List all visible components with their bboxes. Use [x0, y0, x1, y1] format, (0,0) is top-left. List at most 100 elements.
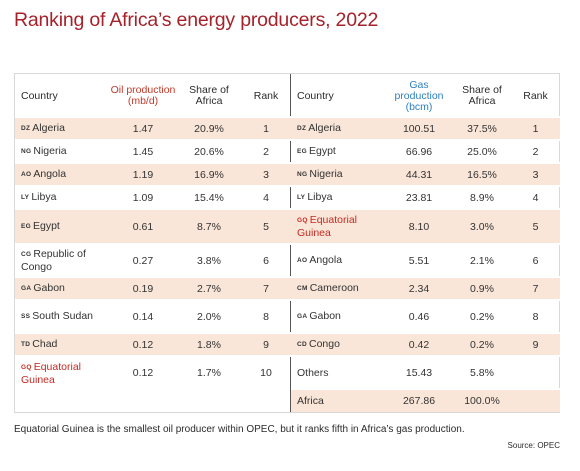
gas-share-cell: 8.9%	[453, 185, 511, 209]
oil-table-body: DZ Algeria 1.47 20.9% 1 NG Nigeria 1.45 20.6% 2 AO…	[15, 116, 291, 389]
oil-table-header: Country Oil production (mb/d) Share of A…	[15, 74, 291, 117]
gas-rank-cell: 9	[511, 332, 560, 356]
oil-rank-cell: 9	[241, 332, 291, 356]
oil-header-production: Oil production (mb/d)	[110, 84, 176, 107]
table-row: GA Gabon 0.46 0.2% 8	[291, 299, 560, 333]
gas-value-cell: 5.51	[385, 243, 453, 277]
oil-value-cell: 0.14	[109, 299, 177, 333]
gas-value-cell: 23.81	[385, 185, 453, 209]
table-row: AO Angola 5.51 2.1% 6	[291, 243, 560, 277]
country-code: DZ	[297, 125, 307, 132]
gas-rank-cell	[511, 355, 560, 389]
country-name: Algeria	[32, 122, 65, 134]
country-name: Equatorial Guinea	[297, 214, 357, 239]
table-row: CM Cameroon 2.34 0.9% 7	[291, 276, 560, 300]
oil-value-cell: 1.45	[109, 139, 177, 163]
country-code: EG	[297, 148, 307, 155]
gas-value-cell: 2.34	[385, 276, 453, 300]
country-code: CG	[21, 251, 32, 258]
country-name: Gabon	[309, 310, 341, 322]
table-row: LY Libya 23.81 8.9% 4	[291, 185, 560, 209]
oil-country-cell: EG Egypt	[15, 208, 109, 244]
table-row: EG Egypt 66.96 25.0% 2	[291, 139, 560, 163]
gas-rank-cell: 2	[511, 139, 560, 163]
gas-rank-cell: 6	[511, 243, 560, 277]
oil-rank-cell: 6	[241, 243, 291, 277]
oil-value-cell: 0.19	[109, 276, 177, 300]
country-name: Nigeria	[309, 168, 343, 180]
oil-share-cell: 3.8%	[177, 243, 241, 277]
gas-country-cell: NG Nigeria	[291, 162, 385, 186]
table-row: GQ Equatorial Guinea 0.12 1.7% 10	[15, 355, 291, 389]
oil-value-cell: 1.09	[109, 185, 177, 209]
gas-share-cell: 2.1%	[453, 243, 511, 277]
country-name: Angola	[309, 254, 343, 266]
oil-share-cell: 2.7%	[177, 276, 241, 300]
oil-rank-cell: 1	[241, 116, 291, 140]
gas-country-cell: EG Egypt	[291, 139, 385, 163]
table-row: NG Nigeria 44.31 16.5% 3	[291, 162, 560, 186]
oil-value-cell: 0.27	[109, 243, 177, 277]
gas-rank-cell: 5	[511, 208, 560, 244]
oil-share-cell: 16.9%	[177, 162, 241, 186]
gas-share-cell: 5.8%	[453, 355, 511, 389]
gas-share-cell: 25.0%	[453, 139, 511, 163]
oil-header-country: Country	[21, 89, 58, 102]
oil-country-cell: DZ Algeria	[15, 116, 109, 140]
page-title: Ranking of Africa’s energy producers, 20…	[14, 9, 379, 31]
table-row: LY Libya 1.09 15.4% 4	[15, 185, 291, 209]
gas-share-cell: 3.0%	[453, 208, 511, 244]
gas-value-cell: 100.51	[385, 116, 453, 140]
oil-country-cell: GQ Equatorial Guinea	[15, 355, 109, 389]
gas-rank-cell: 3	[511, 162, 560, 186]
country-name: Egypt	[33, 220, 60, 232]
table-row: GQ Equatorial Guinea 8.10 3.0% 5	[291, 208, 560, 244]
gas-rank-cell	[511, 388, 560, 412]
country-name: Congo	[309, 338, 340, 350]
rankings-panel: Country Oil production (mb/d) Share of A…	[14, 73, 560, 413]
table-row: NG Nigeria 1.45 20.6% 2	[15, 139, 291, 163]
oil-country-cell: TD Chad	[15, 332, 109, 356]
gas-country-cell: CD Congo	[291, 332, 385, 356]
oil-rank-cell: 10	[241, 355, 291, 389]
gas-share-cell: 0.2%	[453, 332, 511, 356]
gas-value-cell: 0.42	[385, 332, 453, 356]
country-code: AO	[21, 171, 32, 178]
gas-country-cell: GA Gabon	[291, 299, 385, 333]
oil-rank-cell: 2	[241, 139, 291, 163]
gas-table-header: Country Gas production (bcm) Share of Af…	[291, 74, 560, 117]
table-row: DZ Algeria 100.51 37.5% 1	[291, 116, 560, 140]
country-code: CD	[297, 341, 307, 348]
gas-rank-cell: 7	[511, 276, 560, 300]
gas-country-cell: DZ Algeria	[291, 116, 385, 140]
country-code: NG	[297, 171, 308, 178]
country-name: Africa	[297, 395, 324, 407]
country-code: GQ	[297, 217, 308, 224]
gas-value-cell: 15.43	[385, 355, 453, 389]
oil-value-cell: 1.47	[109, 116, 177, 140]
country-code: GQ	[21, 363, 32, 371]
oil-country-cell: SS South Sudan	[15, 299, 109, 333]
table-row: TD Chad 0.12 1.8% 9	[15, 332, 291, 356]
oil-share-cell: 15.4%	[177, 185, 241, 209]
country-code: GA	[297, 313, 308, 320]
country-code: GA	[21, 285, 32, 292]
oil-share-cell: 1.8%	[177, 332, 241, 356]
oil-share-cell: 20.6%	[177, 139, 241, 163]
gas-country-cell: Africa	[291, 388, 385, 412]
country-name: Cameroon	[309, 282, 359, 294]
footnote: Equatorial Guinea is the smallest oil pr…	[14, 424, 465, 435]
table-row: DZ Algeria 1.47 20.9% 1	[15, 116, 291, 140]
gas-value-cell: 66.96	[385, 139, 453, 163]
table-row: EG Egypt 0.61 8.7% 5	[15, 208, 291, 244]
gas-table-body: DZ Algeria 100.51 37.5% 1 EG Egypt 66.96 25.0% 2 N…	[291, 116, 560, 412]
oil-value-cell: 0.12	[109, 332, 177, 356]
country-name: Republic of Congo	[21, 248, 86, 273]
oil-value-cell: 0.61	[109, 208, 177, 244]
gas-value-cell: 8.10	[385, 208, 453, 244]
country-code: SS	[21, 313, 31, 320]
oil-country-cell: LY Libya	[15, 185, 109, 209]
oil-header-share: Share of Africa	[189, 84, 229, 107]
gas-country-cell: AO Angola	[291, 243, 385, 277]
gas-share-cell: 37.5%	[453, 116, 511, 140]
